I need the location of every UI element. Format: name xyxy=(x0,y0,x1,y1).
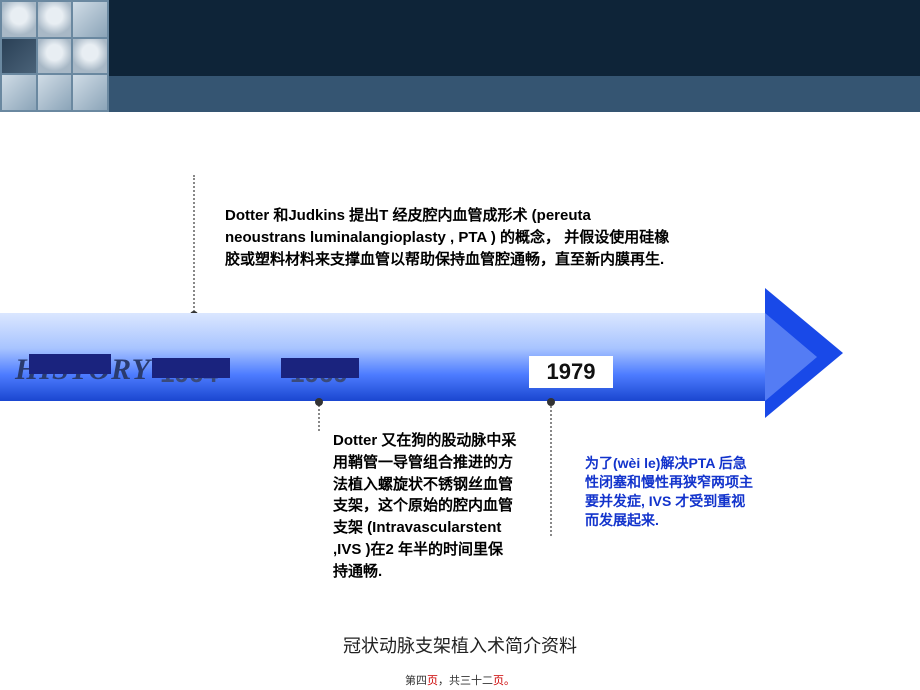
page-sep: ， xyxy=(438,675,449,687)
description-1964: Dotter 和Judkins 提出T 经皮腔内血管成形术 (pereuta n… xyxy=(225,205,670,270)
description-1969: Dotter 又在狗的股动脉中采用鞘管一导管组合推进的方法植入螺旋状不锈钢丝血管… xyxy=(333,430,518,582)
page-d: 页。 xyxy=(493,675,515,687)
footer-page: 第四页，共三十二页。 xyxy=(0,672,920,688)
leader-line-1964 xyxy=(193,175,195,315)
leader-dot-1969 xyxy=(315,398,323,406)
leader-dot-1979 xyxy=(547,398,555,406)
year-1979-label: 1979 xyxy=(547,359,596,384)
timeline-arrow-highlight xyxy=(765,313,817,401)
page-a: 第四 xyxy=(405,675,427,687)
d1979-prefix: 为了 xyxy=(585,455,613,471)
leader-line-1979 xyxy=(550,401,552,536)
description-1979: 为了(wèi le)解决PTA 后急性闭塞和慢性再狭窄两项主要并发症, IVS … xyxy=(585,454,757,530)
footer-title: 冠状动脉支架植入术简介资料 xyxy=(0,632,920,658)
history-strike xyxy=(29,354,111,374)
page-c: 共三十二 xyxy=(449,675,493,687)
page-b: 页 xyxy=(427,675,438,687)
year-1964-strike xyxy=(152,358,230,378)
d1979-pinyin: (wèi le) xyxy=(613,455,660,471)
year-1979-box: 1979 xyxy=(529,356,613,388)
year-1969-strike xyxy=(281,358,359,378)
header-dark-band xyxy=(0,0,920,76)
header-photo-grid xyxy=(0,0,109,112)
header-light-band xyxy=(0,76,920,112)
